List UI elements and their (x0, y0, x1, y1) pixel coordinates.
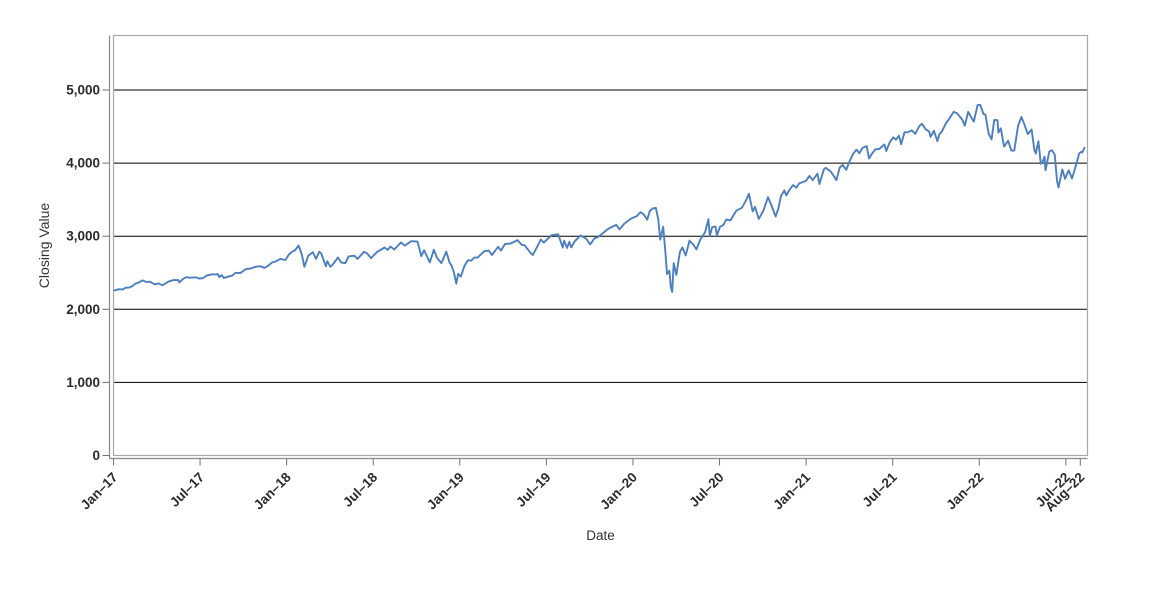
x-tick-label: Jul–18 (340, 469, 381, 510)
y-axis-title: Closing Value (36, 203, 52, 289)
x-axis-title: Date (586, 528, 615, 543)
x-tick-label: Jan–20 (597, 470, 640, 513)
series-line (113, 103, 1086, 293)
y-tick-label: 5,000 (66, 83, 100, 98)
x-tick-label: Jan–17 (78, 470, 121, 513)
x-tick-label: Jan–18 (251, 469, 294, 512)
x-tick-label: Jan–19 (424, 470, 467, 513)
x-tick-label: Jul–20 (686, 470, 726, 510)
x-tick-label: Jul–19 (513, 470, 553, 510)
y-tick-label: 0 (92, 448, 100, 463)
y-tick-marks (102, 89, 110, 456)
x-tick-labels: Jan–17 Jul–17 Jan–18 Jul–18 Jan–19 Jul–19 Jan–… (78, 469, 1088, 514)
plot-border (112, 34, 1089, 457)
x-tick-label: Jul–17 (167, 470, 207, 510)
x-tick-marks (113, 458, 1081, 466)
x-tick-label: Jan–21 (770, 469, 813, 512)
x-tick-label: Jul–21 (859, 469, 900, 510)
x-tick-label: Jan–22 (943, 470, 986, 513)
y-tick-label: 3,000 (66, 229, 100, 244)
y-tick-label: 1,000 (66, 375, 100, 390)
y-tick-label: 4,000 (66, 156, 100, 171)
y-tick-labels: 0 1,000 2,000 3,000 4,000 5,000 (66, 83, 100, 464)
y-tick-label: 2,000 (66, 302, 100, 317)
